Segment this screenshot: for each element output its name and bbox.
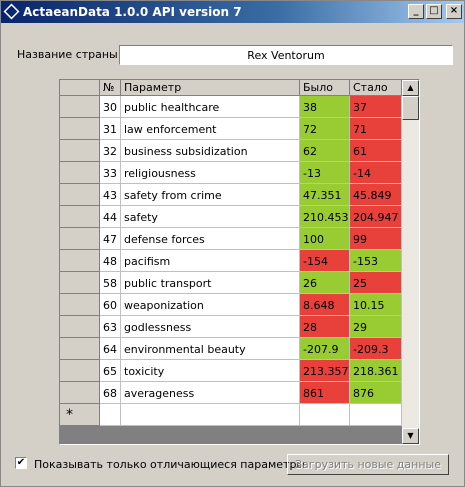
filter-checkbox[interactable]: ✔ [15, 457, 27, 469]
parameter: godlessness [121, 316, 300, 338]
row-header [60, 250, 100, 272]
row-header [60, 360, 100, 382]
row-number: 31 [100, 118, 121, 140]
parameter: averageness [121, 382, 300, 404]
row-header [60, 140, 100, 162]
parameter: toxicity [121, 360, 300, 382]
parameter: religiousness [121, 162, 300, 184]
value-before: 8.648 [300, 294, 350, 316]
value-before: 26 [300, 272, 350, 294]
parameter: safety from crime [121, 184, 300, 206]
new-row-cell [100, 404, 121, 426]
data-grid[interactable]: № Параметр Было Стало 30 public healthcare 38 3… [59, 79, 420, 445]
row-header [60, 382, 100, 404]
value-before: 100 [300, 228, 350, 250]
value-after: -14 [350, 162, 402, 184]
value-before: 213.357 [300, 360, 350, 382]
value-after: 10.15 [350, 294, 402, 316]
value-before: 62 [300, 140, 350, 162]
column-header: Параметр [121, 80, 300, 96]
value-before: -13 [300, 162, 350, 184]
value-before: 38 [300, 96, 350, 118]
value-after: -209.3 [350, 338, 402, 360]
new-row-cell [300, 404, 350, 426]
scroll-thumb [402, 96, 419, 120]
window-title: ActaeanData 1.0.0 API version 7 [23, 5, 242, 19]
column-header: Стало [350, 80, 402, 96]
column-header: № [100, 80, 121, 96]
close-button[interactable]: × [446, 4, 462, 19]
header-corner [60, 80, 100, 96]
row-number: 43 [100, 184, 121, 206]
value-before: 861 [300, 382, 350, 404]
row-header [60, 206, 100, 228]
value-after: 45.849 [350, 184, 402, 206]
value-before: -207.9 [300, 338, 350, 360]
value-after: 71 [350, 118, 402, 140]
new-row-marker: * [60, 404, 100, 426]
row-header [60, 228, 100, 250]
row-number: 30 [100, 96, 121, 118]
country-field[interactable]: Rex Ventorum [119, 45, 453, 65]
row-number: 32 [100, 140, 121, 162]
value-before: 210.453 [300, 206, 350, 228]
value-after: 25 [350, 272, 402, 294]
row-header [60, 272, 100, 294]
row-number: 44 [100, 206, 121, 228]
maximize-button[interactable]: □ [426, 4, 442, 19]
title-bar: ActaeanData 1.0.0 API version 7 _ □ × [1, 1, 464, 23]
new-row-cell [121, 404, 300, 426]
value-after: 876 [350, 382, 402, 404]
parameter: public healthcare [121, 96, 300, 118]
row-number: 65 [100, 360, 121, 382]
parameter: business subsidization [121, 140, 300, 162]
value-after: 37 [350, 96, 402, 118]
column-header: Было [300, 80, 350, 96]
app-icon [3, 3, 20, 20]
minimize-button[interactable]: _ [408, 4, 424, 19]
scrollbar [402, 80, 419, 444]
value-after: 218.361 [350, 360, 402, 382]
value-before: 47.351 [300, 184, 350, 206]
row-header [60, 162, 100, 184]
filter-label: Показывать только отличающиеся параметры [34, 458, 306, 471]
row-number: 63 [100, 316, 121, 338]
row-header [60, 118, 100, 140]
row-number: 58 [100, 272, 121, 294]
row-number: 60 [100, 294, 121, 316]
row-header [60, 338, 100, 360]
row-header [60, 294, 100, 316]
row-number: 68 [100, 382, 121, 404]
row-number: 47 [100, 228, 121, 250]
value-before: -154 [300, 250, 350, 272]
value-after: 61 [350, 140, 402, 162]
row-number: 33 [100, 162, 121, 184]
row-header [60, 96, 100, 118]
load-button[interactable]: Загрузить новые данные [287, 454, 449, 475]
country-label: Название страны [17, 48, 118, 61]
scroll-down: ▼ [402, 428, 419, 444]
parameter: safety [121, 206, 300, 228]
row-number: 64 [100, 338, 121, 360]
parameter: environmental beauty [121, 338, 300, 360]
value-after: 29 [350, 316, 402, 338]
row-header [60, 184, 100, 206]
value-before: 72 [300, 118, 350, 140]
value-after: 99 [350, 228, 402, 250]
scroll-up: ▲ [402, 80, 419, 96]
parameter: pacifism [121, 250, 300, 272]
parameter: weaponization [121, 294, 300, 316]
parameter: law enforcement [121, 118, 300, 140]
new-row-cell [350, 404, 402, 426]
parameter: defense forces [121, 228, 300, 250]
value-after: -153 [350, 250, 402, 272]
value-after: 204.947 [350, 206, 402, 228]
value-before: 28 [300, 316, 350, 338]
row-header [60, 316, 100, 338]
parameter: public transport [121, 272, 300, 294]
row-number: 48 [100, 250, 121, 272]
